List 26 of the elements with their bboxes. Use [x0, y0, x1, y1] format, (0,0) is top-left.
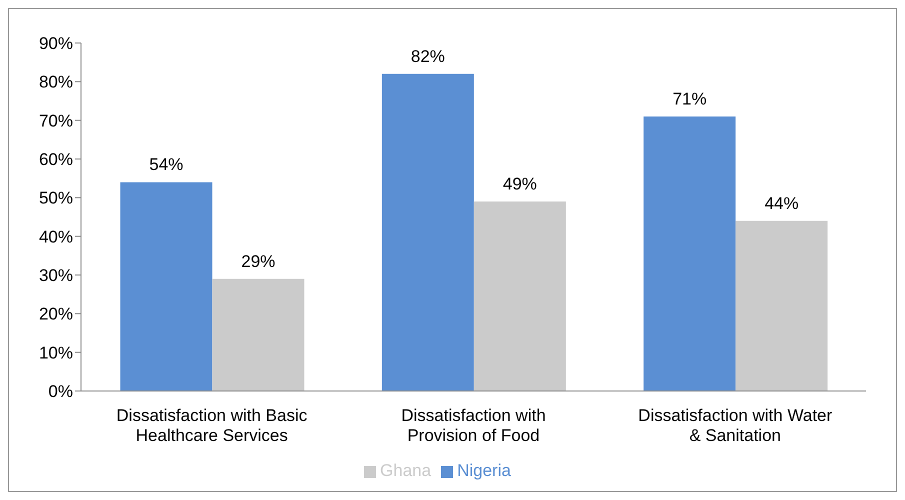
bar	[212, 278, 304, 391]
y-tick-label: 20%	[38, 304, 73, 324]
bar	[382, 74, 474, 391]
bar	[736, 220, 828, 391]
data-label: 82%	[410, 46, 445, 66]
data-label: 49%	[502, 174, 537, 194]
x-tick-label: Dissatisfaction with Basic Healthcare Services	[116, 406, 308, 445]
y-tick-label: 0%	[48, 382, 73, 402]
bar	[644, 116, 736, 391]
x-tick-label: Dissatisfaction with Provision of Food	[401, 406, 546, 445]
data-label: 29%	[241, 252, 276, 271]
y-tick-label: 50%	[38, 188, 73, 208]
x-tick-label: Dissatisfaction with Water & Sanitation	[638, 406, 832, 445]
y-tick-label: 80%	[38, 72, 73, 92]
y-tick-label: 40%	[38, 227, 73, 246]
bar	[120, 182, 212, 391]
y-tick-label: 30%	[38, 266, 73, 286]
y-tick-label: 70%	[38, 111, 73, 130]
y-tick-label: 60%	[38, 150, 73, 170]
data-label: 44%	[764, 194, 799, 213]
data-label: 54%	[149, 155, 184, 174]
bar	[474, 202, 566, 391]
data-label: 71%	[672, 89, 707, 108]
y-tick-label: 90%	[38, 34, 73, 54]
legend-label: Nigeria	[457, 461, 511, 480]
y-tick-label: 10%	[38, 343, 73, 362]
